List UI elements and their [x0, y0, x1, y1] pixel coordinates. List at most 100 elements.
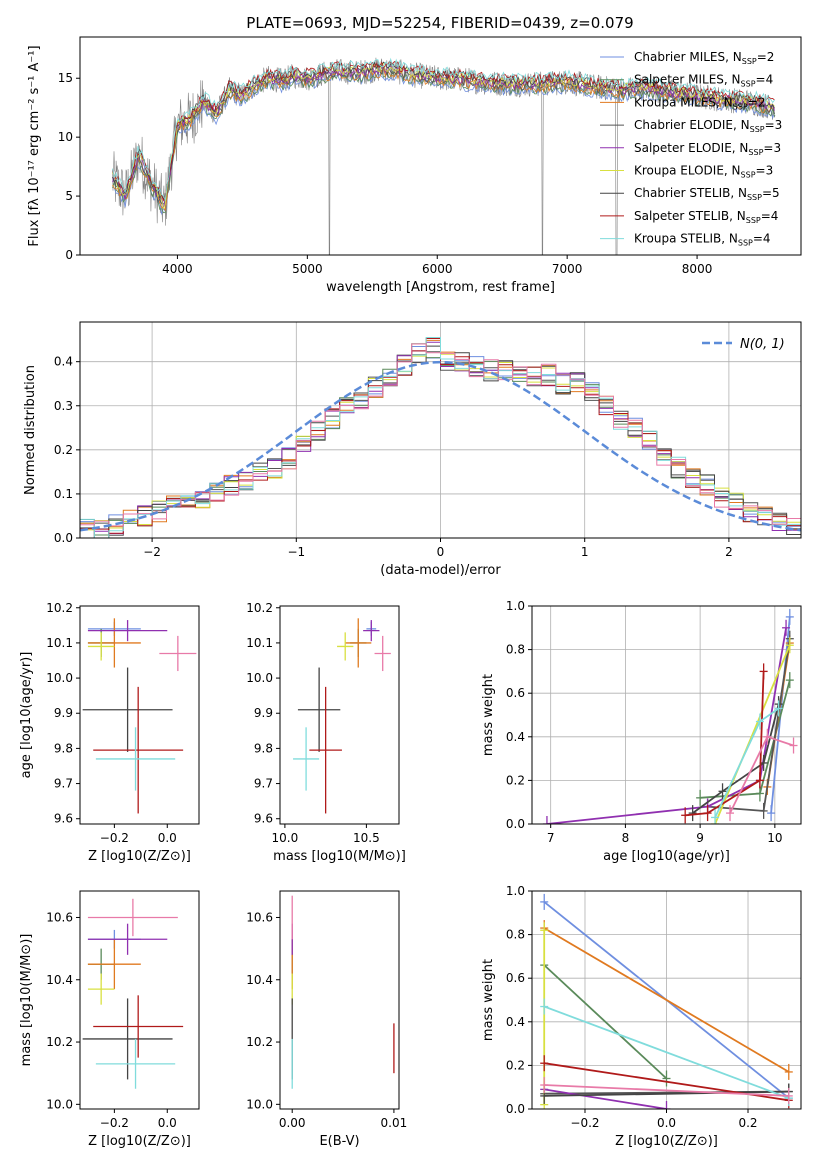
legend-entry: Kroupa STELIB, NSSP=4 [634, 232, 771, 248]
residual-histogram-panel-plot-area [80, 337, 801, 538]
age-vs-mass-panel-plot-area [293, 618, 391, 814]
y-tick-label: 9.6 [254, 812, 273, 826]
x-tick-label: 7 [547, 831, 555, 845]
legend-entry: Salpeter STELIB, NSSP=4 [634, 209, 778, 225]
mass-weight-vs-age-panel-frame [531, 605, 802, 825]
x-tick-label: 0.01 [381, 1116, 408, 1130]
mass-weight-line [692, 703, 780, 814]
y-tick-label: 0.4 [506, 730, 525, 744]
mass-vs-metallicity-panel-plot-area [82, 898, 184, 1089]
y-axis-label: mass weight [481, 959, 496, 1041]
y-tick-label: 15 [58, 71, 73, 85]
x-tick-label: −2 [143, 545, 161, 559]
age-vs-mass-panel: 10.0 10.5 9.6 9.7 9.8 9.9 10.0 10.1 10.2 mass [lo… [246, 601, 406, 864]
y-tick-label: 10.2 [246, 601, 273, 615]
legend-entry: N(0, 1) [740, 337, 785, 352]
mass-weight-line [546, 627, 787, 824]
y-tick-label: 0.2 [54, 443, 73, 457]
y-tick-label: 0.2 [506, 773, 525, 787]
y-tick-label: 0.0 [506, 1102, 525, 1116]
y-tick-label: 10.4 [246, 973, 273, 987]
mass-weight-line [714, 644, 791, 824]
y-tick-label: 9.7 [54, 777, 73, 791]
y-axis-label: mass weight [481, 674, 496, 756]
y-tick-label: 10.1 [246, 636, 273, 650]
x-tick-label: −0.2 [100, 1116, 129, 1130]
spectrum-legend: Chabrier MILES, NSSP=2 Salpeter MILES, NS… [600, 50, 782, 248]
x-tick-label: 10 [767, 831, 782, 845]
legend-entry: Chabrier STELIB, NSSP=5 [634, 186, 780, 202]
figure-title: PLATE=0693, MJD=52254, FIBERID=0439, z=0… [246, 14, 633, 32]
age-vs-metallicity-panel: −0.2 0.0 9.6 9.7 9.8 9.9 10.0 10.1 10.2 Z [log10(… [19, 601, 200, 864]
legend-entry: Kroupa ELODIE, NSSP=3 [634, 164, 773, 180]
x-axis-label: Z [log10(Z/Z⊙)] [615, 1134, 718, 1149]
y-tick-label: 9.8 [54, 741, 73, 755]
y-tick-label: 0.4 [54, 355, 73, 369]
y-axis-label: Flux [fλ 10⁻¹⁷ erg cm⁻² s⁻¹ A⁻¹] [27, 45, 42, 246]
spectrum-panel-plot-area [112, 57, 776, 255]
x-tick-label: −1 [287, 545, 305, 559]
x-tick-label: 8000 [682, 262, 713, 276]
spectrum-panel: 4000 5000 6000 7000 8000 0 5 10 15 wavelength [An… [27, 36, 802, 295]
legend-entry: Chabrier ELODIE, NSSP=3 [634, 118, 782, 134]
mass-vs-extinction-panel-plot-area [291, 895, 395, 1089]
residual-histogram-panel: −2 −1 0 1 2 0.0 0.1 0.2 0.3 0.4 (data-model)/error… [23, 321, 802, 578]
legend-entry: Salpeter MILES, NSSP=4 [634, 73, 773, 89]
mass-weight-line [543, 927, 790, 1073]
x-axis-label: (data-model)/error [380, 563, 501, 578]
age-vs-mass-panel-frame [279, 605, 400, 825]
normal-distribution-curve [80, 360, 801, 532]
mass-vs-extinction-panel: 0.00 0.01 10.0 10.2 10.4 10.6 E(B-V) [246, 890, 408, 1149]
y-tick-label: 0.8 [506, 928, 525, 942]
x-tick-label: 10.0 [272, 831, 299, 845]
mass-weight-vs-age-panel-plot-area [542, 608, 798, 824]
x-axis-label: wavelength [Angstrom, rest frame] [326, 280, 555, 295]
x-axis-label: age [log10(age/yr)] [603, 849, 730, 864]
histogram-step-line [80, 343, 801, 527]
y-tick-label: 0.0 [506, 817, 525, 831]
x-tick-label: 0.2 [738, 1116, 757, 1130]
y-tick-label: 10.0 [46, 671, 73, 685]
legend-entry: Chabrier MILES, NSSP=2 [634, 50, 774, 66]
y-tick-label: 0.0 [54, 531, 73, 545]
mass-weight-vs-age-panel: 7 8 9 10 0.0 0.2 0.4 0.6 0.8 1.0 age [log10(age/yr… [481, 599, 802, 864]
y-tick-label: 0.3 [54, 399, 73, 413]
x-tick-label: −0.2 [570, 1116, 599, 1130]
mass-weight-line [729, 735, 794, 814]
mass-weight-line [685, 671, 765, 817]
x-tick-label: 5000 [292, 262, 323, 276]
y-axis-label: Normed distribution [23, 365, 38, 495]
model-spectrum-line [112, 66, 775, 212]
y-tick-label: 10 [58, 130, 73, 144]
x-tick-label: 0.0 [158, 1116, 177, 1130]
mass-weight-line [543, 964, 668, 1080]
x-tick-label: 9 [696, 831, 704, 845]
mass-weight-vs-metallicity-panel-plot-area [540, 893, 793, 1109]
y-tick-label: 10.2 [46, 1035, 73, 1049]
y-tick-label: 0.1 [54, 487, 73, 501]
y-tick-label: 1.0 [506, 599, 525, 613]
x-tick-label: 0.00 [279, 1116, 306, 1130]
x-tick-label: 0.0 [657, 1116, 676, 1130]
y-tick-label: 10.2 [46, 601, 73, 615]
y-tick-label: 9.9 [54, 706, 73, 720]
y-tick-label: 0.8 [506, 643, 525, 657]
x-tick-label: −0.2 [100, 831, 129, 845]
spectrum-panel-frame [79, 36, 802, 256]
mass-weight-vs-metallicity-panel: −0.2 0.0 0.2 0.0 0.2 0.4 0.6 0.8 1.0 Z [log10(Z/Z… [481, 884, 802, 1149]
y-tick-label: 10.1 [46, 636, 73, 650]
x-tick-label: 0.0 [158, 831, 177, 845]
x-tick-label: 4000 [162, 262, 193, 276]
x-tick-label: 1 [581, 545, 589, 559]
model-spectrum-line [112, 61, 775, 202]
histogram-step-line [80, 337, 801, 538]
y-tick-label: 9.7 [254, 777, 273, 791]
x-tick-label: 10.5 [353, 831, 380, 845]
mass-vs-metallicity-panel: −0.2 0.0 10.0 10.2 10.4 10.6 Z [log10(Z/Z⊙)] ma… [19, 890, 200, 1149]
legend-entry: Kroupa MILES, NSSP=2 [634, 95, 765, 111]
age-vs-metallicity-panel-frame [79, 605, 200, 825]
model-spectrum-line [112, 57, 775, 202]
y-tick-label: 1.0 [506, 884, 525, 898]
y-tick-label: 0.2 [506, 1058, 525, 1072]
